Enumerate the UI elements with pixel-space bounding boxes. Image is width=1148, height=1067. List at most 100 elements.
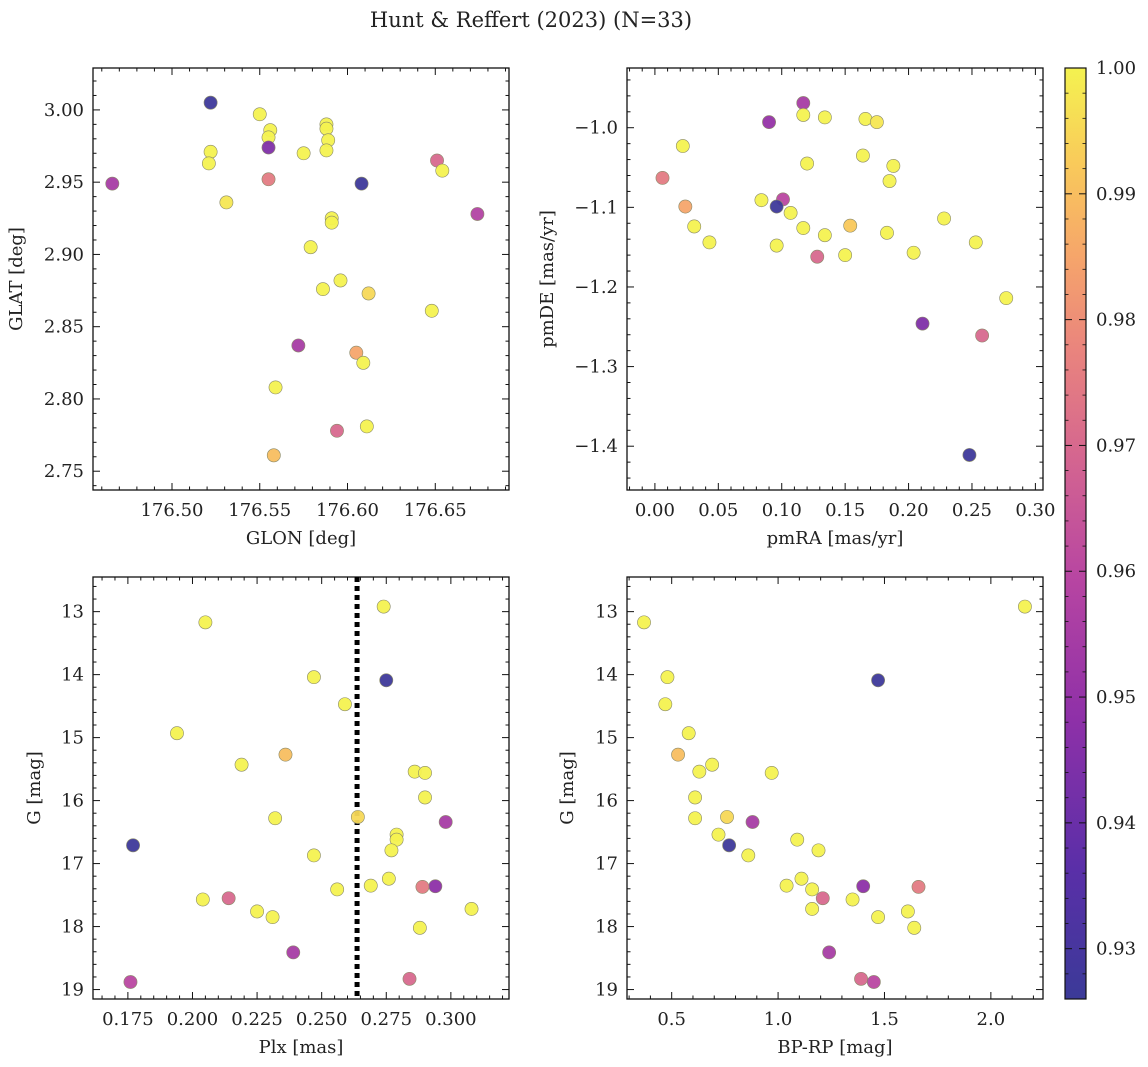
x-tick-label: 0.30 — [1015, 500, 1055, 521]
scatter-point — [796, 221, 811, 235]
scatter-point — [660, 670, 675, 685]
colorbar-tick-label: 0.97 — [1096, 435, 1136, 456]
y-axis-label: G [mag] — [557, 751, 578, 824]
scatter-point — [805, 902, 820, 916]
scatter-point — [402, 971, 417, 986]
scatter-point — [671, 747, 685, 762]
x-tick-label: 0.15 — [825, 500, 865, 521]
scatter-point — [796, 108, 811, 122]
scatter-point — [871, 910, 885, 925]
scatter-point — [170, 726, 184, 741]
scatter-point — [350, 810, 365, 824]
axis-ticks — [627, 577, 1043, 999]
axes-frame — [92, 67, 510, 491]
y-tick-label: −1.3 — [574, 357, 618, 378]
scatter-point — [678, 199, 693, 214]
scatter-point — [384, 843, 399, 858]
x-tick-label: 0.175 — [102, 1009, 154, 1030]
scatter-point — [470, 207, 485, 221]
y-tick-label: 14 — [595, 665, 618, 686]
scatter-point — [319, 121, 334, 136]
scatter-point — [866, 975, 881, 989]
axes-frame — [626, 576, 1044, 1000]
y-tick-label: 2.75 — [44, 461, 84, 482]
scatter-point — [937, 211, 951, 226]
x-tick-label: 1.5 — [870, 1009, 899, 1030]
colorbar-tick-label: 0.95 — [1096, 687, 1136, 708]
colorbar-tick-label: 0.98 — [1096, 310, 1136, 331]
scatter-point — [745, 815, 760, 829]
scatter-point — [911, 879, 926, 894]
y-tick-label: 13 — [595, 602, 618, 623]
scatter-point — [330, 882, 345, 897]
y-tick-label: 18 — [61, 917, 84, 938]
x-axis-label: GLON [deg] — [246, 528, 356, 549]
x-axis-label: Plx [mas] — [259, 1037, 344, 1058]
x-tick-label: 2.0 — [977, 1009, 1006, 1030]
scatter-point — [261, 140, 276, 155]
plot-area — [105, 95, 485, 463]
x-tick-label: 0.10 — [762, 500, 802, 521]
scatter-point — [324, 215, 339, 230]
scatter-point — [250, 904, 264, 919]
scatter-point — [363, 878, 378, 893]
y-tick-label: 15 — [595, 728, 618, 749]
scatter-point — [338, 697, 352, 712]
y-tick-label: −1.1 — [574, 197, 618, 218]
scatter-point — [126, 838, 140, 853]
x-tick-label: 0.225 — [231, 1009, 283, 1030]
scatter-point — [266, 448, 281, 463]
scatter-point — [286, 945, 301, 960]
scatter-point — [278, 747, 293, 762]
scatter-point — [333, 273, 348, 288]
scatter-point — [817, 228, 832, 243]
scatter-point — [688, 811, 702, 826]
scatter-point — [702, 235, 717, 250]
scatter-point — [221, 891, 236, 906]
scatter-point — [794, 871, 809, 886]
y-axis-label: GLAT [deg] — [6, 227, 27, 331]
scatter-point — [203, 95, 218, 110]
x-tick-label: 0.300 — [425, 1009, 477, 1030]
y-axis-label: G [mag] — [24, 751, 45, 824]
scatter-point — [105, 176, 120, 191]
scatter-point — [349, 345, 364, 360]
scatter-point — [741, 848, 756, 863]
scatter-point — [307, 670, 321, 685]
scatter-point — [303, 240, 318, 255]
scatter-point — [296, 146, 311, 161]
scatter-point — [268, 811, 283, 826]
scatter-point — [435, 163, 450, 178]
x-tick-label: 0.275 — [361, 1009, 413, 1030]
scatter-point — [880, 225, 894, 240]
y-tick-label: −1.0 — [574, 118, 618, 139]
scatter-point — [856, 879, 871, 894]
scatter-point — [722, 838, 737, 853]
scatter-point — [354, 176, 369, 191]
scatter-point — [234, 757, 249, 772]
scatter-point — [418, 765, 432, 780]
axis-ticks — [93, 577, 509, 999]
scatter-point — [424, 303, 439, 318]
scatter-point — [675, 139, 690, 153]
scatter-point — [201, 156, 216, 171]
scatter-point — [123, 975, 138, 989]
scatter-point — [203, 144, 218, 159]
x-axis-label: pmRA [mas/yr] — [767, 528, 904, 549]
y-tick-label: 2.85 — [44, 317, 84, 338]
scatter-point — [415, 879, 430, 894]
scatter-point — [811, 843, 826, 858]
scatter-point — [291, 338, 306, 353]
y-tick-label: 19 — [61, 980, 84, 1001]
scatter-point — [692, 764, 707, 779]
scatter-point — [843, 218, 858, 233]
x-tick-label: 176.60 — [316, 500, 379, 521]
scatter-point — [655, 170, 670, 185]
x-tick-label: 0.25 — [952, 500, 992, 521]
scatter-point — [858, 112, 873, 126]
scatter-point — [438, 815, 453, 829]
scatter-point — [754, 193, 769, 208]
y-tick-label: 18 — [595, 917, 618, 938]
scatter-point — [800, 156, 814, 171]
scatter-panel-4: 0.5 1.0 1.5 2.0 13 14 15 16 17 18 19 BP-RP [mag] G [… — [557, 576, 1044, 1058]
